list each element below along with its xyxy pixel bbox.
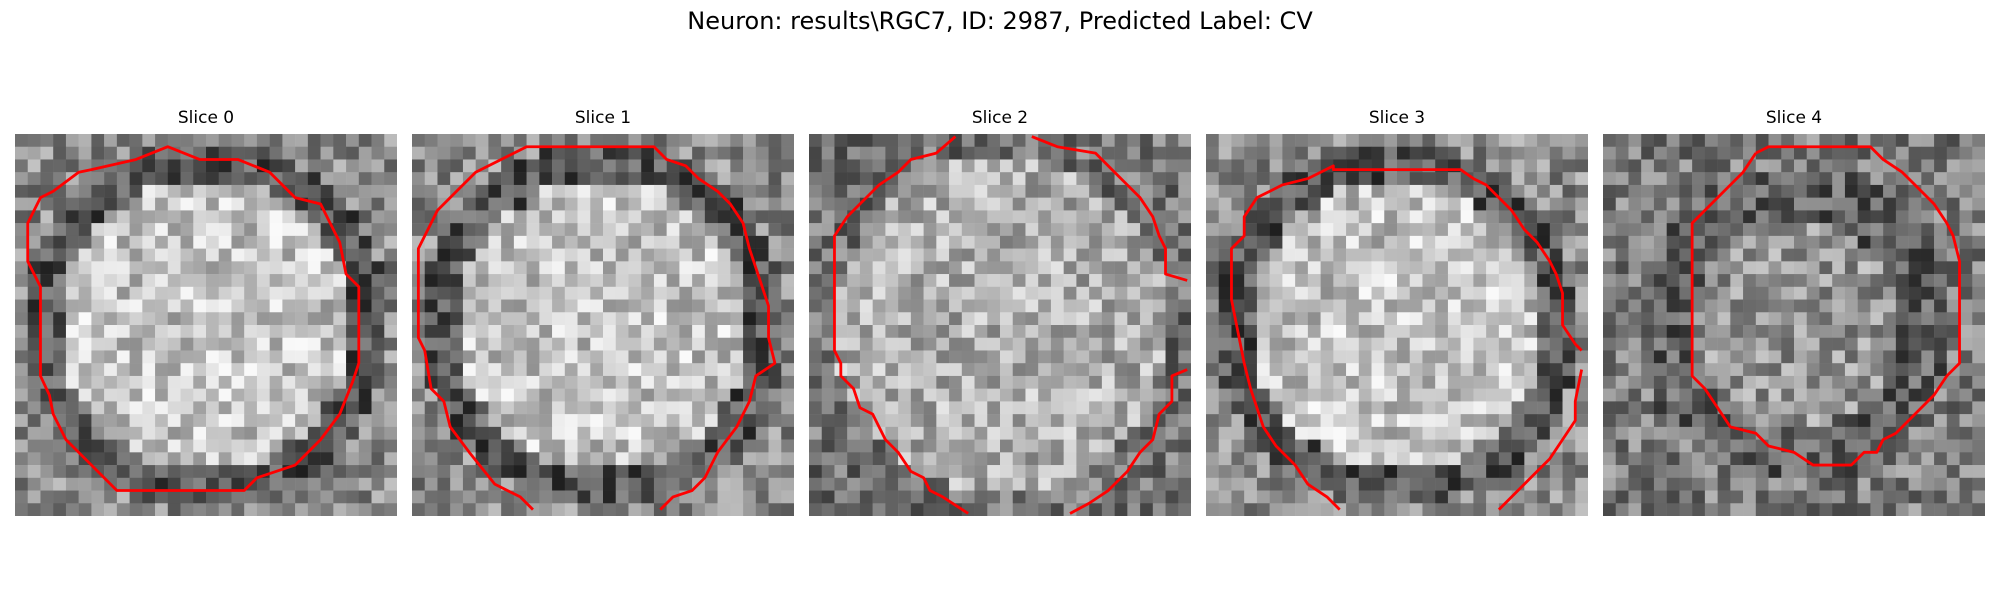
segmentation-contour <box>416 145 777 511</box>
slice-title-4: Slice 4 <box>1765 108 1823 128</box>
slice-title-2: Slice 2 <box>971 108 1029 128</box>
segmentation-contour <box>1230 164 1583 511</box>
slice-image-0 <box>15 134 397 516</box>
slice-title-1: Slice 1 <box>574 108 632 128</box>
slice-title-3: Slice 3 <box>1368 108 1426 128</box>
grayscale-pixel-grid <box>15 134 397 516</box>
slice-image-2 <box>809 134 1191 516</box>
segmentation-contour <box>26 145 361 492</box>
grayscale-pixel-grid <box>1603 134 1985 516</box>
slice-image-3 <box>1206 134 1588 516</box>
slice-image-4 <box>1603 134 1985 516</box>
figure-title: Neuron: results\RGC7, ID: 2987, Predicte… <box>687 7 1313 35</box>
slice-image-1 <box>412 134 794 516</box>
segmentation-contour <box>1690 145 1961 467</box>
grayscale-pixel-grid <box>412 134 794 516</box>
segmentation-contour <box>1069 368 1188 515</box>
segmentation-contour <box>1031 135 1188 282</box>
slice-title-0: Slice 0 <box>177 108 235 128</box>
grayscale-pixel-grid <box>1206 134 1588 516</box>
grayscale-pixel-grid <box>809 134 1191 516</box>
segmentation-contour <box>833 135 969 515</box>
segmentation-contour <box>1497 369 1584 511</box>
